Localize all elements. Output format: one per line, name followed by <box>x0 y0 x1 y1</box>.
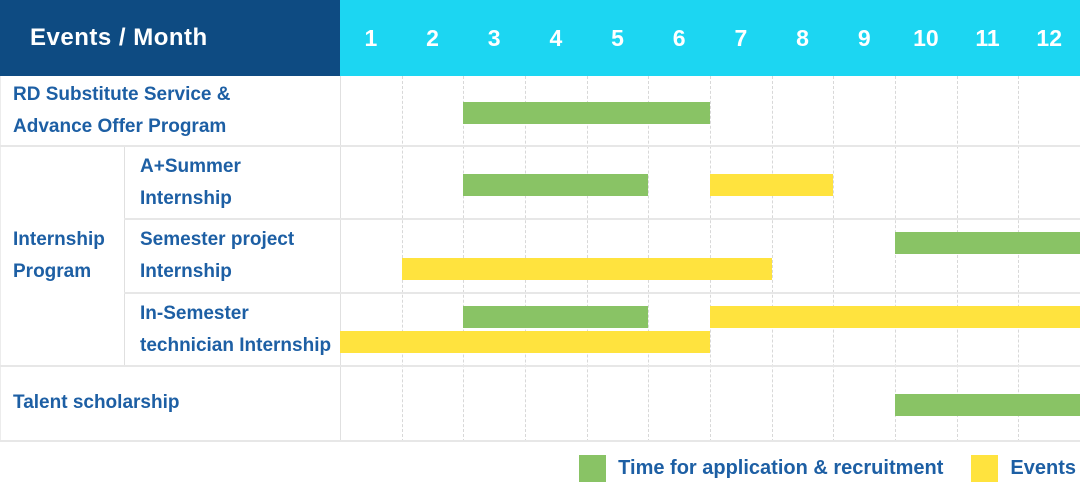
month-header-cell: 5 <box>611 24 624 51</box>
table-title: Events / Month <box>30 24 208 51</box>
table-left-border <box>0 76 1 442</box>
row-label-a-plus-summer: A+Summer Internship <box>124 146 340 219</box>
month-gridline <box>771 76 773 442</box>
label-column-divider <box>340 76 341 442</box>
event-bar <box>340 331 710 353</box>
month-header-cell: 12 <box>1036 24 1063 51</box>
table-bottom-border <box>0 440 1080 442</box>
month-header-cell: 2 <box>426 24 439 51</box>
month-gridline <box>956 76 958 442</box>
group-label-line: Internship <box>13 229 105 250</box>
row-label-line: Talent scholarship <box>13 392 180 413</box>
recruitment-bar <box>895 394 1080 416</box>
legend-label-events: Events <box>1010 456 1076 479</box>
month-header-cell: 9 <box>857 24 871 51</box>
gantt-track <box>340 366 1080 440</box>
recruitment-bar <box>463 306 649 328</box>
row-label-in-semester-technician: In-Semester technician Internship <box>124 293 340 366</box>
legend-item-events: Events <box>971 454 1076 482</box>
gantt-track <box>340 76 1080 146</box>
gantt-track <box>340 219 1080 293</box>
gantt-track <box>340 293 1080 366</box>
row-label-rd-substitute: RD Substitute Service & Advance Offer Pr… <box>0 76 340 146</box>
month-gridline <box>895 76 896 442</box>
row-label-line: technician Internship <box>140 334 332 356</box>
month-gridline <box>1018 76 1020 442</box>
row-label-line: Advance Offer Program <box>13 116 227 137</box>
event-bar <box>710 306 1080 328</box>
legend: Time for application & recruitment Event… <box>0 442 1080 494</box>
month-header-cell: 7 <box>734 24 748 51</box>
legend-label-recruitment: Time for application & recruitment <box>618 456 944 479</box>
recruitment-swatch-icon <box>579 454 607 482</box>
month-header-cell: 3 <box>487 24 501 51</box>
event-bar <box>710 173 834 196</box>
row-divider <box>0 365 1080 367</box>
recruitment-bar <box>463 102 710 124</box>
month-header-cell: 11 <box>975 24 1000 51</box>
group-label-internship-program: Internship Program <box>0 146 124 366</box>
recruitment-bar <box>463 173 649 196</box>
month-header-cell: 4 <box>549 24 563 51</box>
month-header-cell: 1 <box>364 24 378 51</box>
schedule-table: Events / Month 1 2 3 4 5 6 7 8 9 10 11 12 RD Substi… <box>0 0 1080 442</box>
events-month-header-cell: Events / Month <box>0 0 340 76</box>
row-label-semester-project: Semester project Internship <box>124 219 340 293</box>
events-swatch-icon <box>971 454 999 482</box>
month-header-cell: 6 <box>672 24 686 51</box>
recruitment-bar <box>895 232 1080 254</box>
group-column-divider <box>124 146 125 366</box>
event-bar <box>401 258 772 280</box>
row-label-line: In-Semester <box>140 302 249 324</box>
row-divider <box>124 292 1080 294</box>
legend-item-recruitment: Time for application & recruitment <box>579 454 944 482</box>
row-label-talent-scholarship: Talent scholarship <box>0 366 340 440</box>
row-label-line: Internship <box>140 261 232 282</box>
row-divider <box>124 218 1080 220</box>
row-label-line: A+Summer <box>140 155 241 177</box>
row-label-line: Semester project <box>140 229 295 250</box>
row-label-line: RD Substitute Service & <box>13 84 231 105</box>
month-header-row: 1 2 3 4 5 6 7 8 9 10 11 12 <box>340 0 1080 76</box>
gantt-track <box>340 146 1080 219</box>
row-divider <box>0 145 1080 147</box>
month-gridline <box>833 76 835 442</box>
month-header-cell: 8 <box>796 24 809 51</box>
group-label-line: Program <box>13 261 92 282</box>
row-label-line: Internship <box>140 187 232 209</box>
month-header-cell: 10 <box>913 24 939 51</box>
